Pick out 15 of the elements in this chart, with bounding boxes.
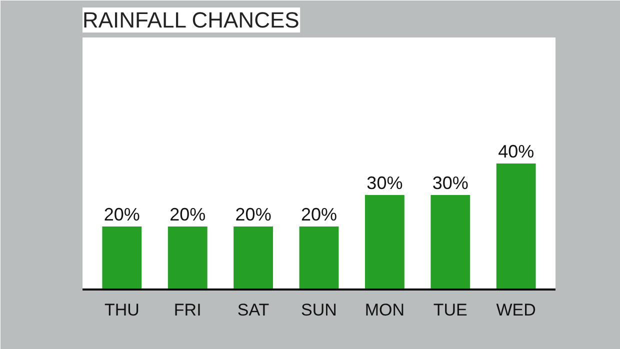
x-tick-label: TUE xyxy=(433,300,468,320)
x-tick-label: MON xyxy=(364,300,405,320)
data-label: 20% xyxy=(170,204,206,224)
data-label: 20% xyxy=(235,204,272,224)
data-label: 30% xyxy=(366,173,403,193)
x-tick-label: SAT xyxy=(237,300,270,320)
chart-title: RAINFALL CHANCES xyxy=(82,8,300,32)
data-label: 20% xyxy=(104,204,140,224)
data-label: 40% xyxy=(498,142,534,162)
data-label: 30% xyxy=(432,173,468,193)
x-tick-label: SUN xyxy=(301,300,337,320)
x-tick-label: WED xyxy=(496,300,536,320)
x-tick-label: FRI xyxy=(174,300,202,320)
x-tick-label: THU xyxy=(104,300,140,320)
data-label: 20% xyxy=(300,204,338,224)
